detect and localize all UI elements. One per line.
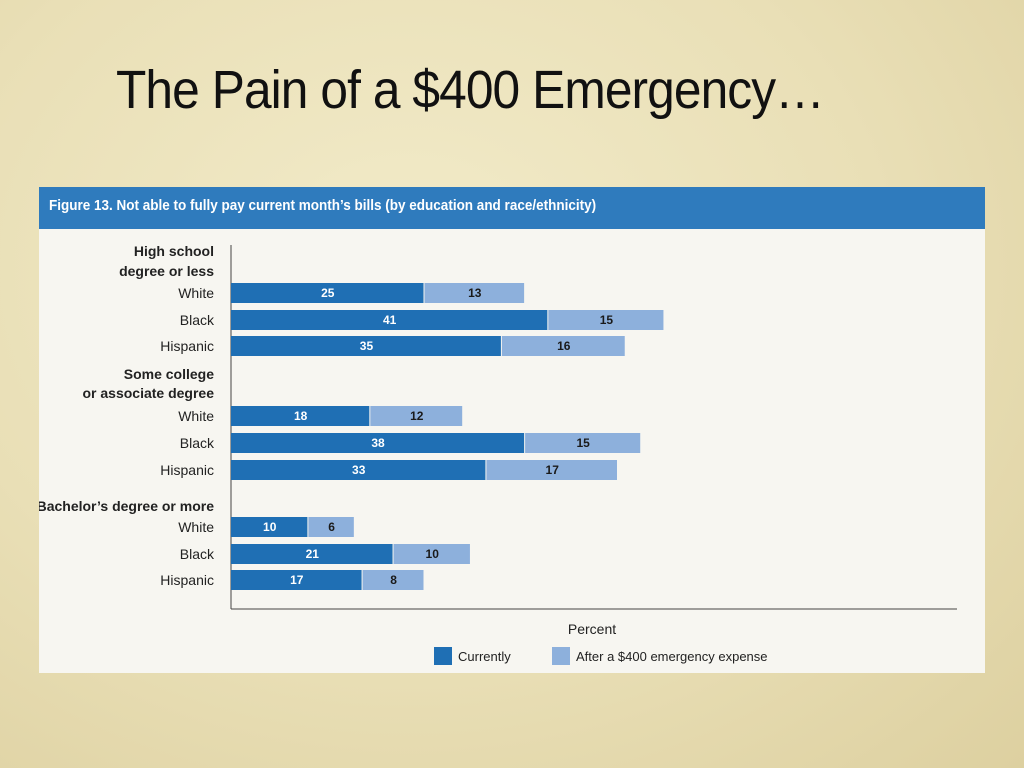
figure-panel: Figure 13. Not able to fully pay current…: [39, 187, 985, 673]
bar-currently: [231, 517, 308, 537]
bar-currently: [231, 310, 548, 330]
category-label: Black: [180, 435, 215, 451]
data-label: 41: [383, 313, 397, 327]
category-label: White: [178, 519, 214, 535]
bar-currently: [231, 406, 370, 426]
bar-after-emergency: [548, 310, 664, 330]
data-label: 15: [600, 313, 614, 327]
bar-chart: High school degree or less White 25 13 Black 4…: [39, 243, 957, 665]
bar-after-emergency: [525, 433, 641, 453]
legend-swatch: [434, 647, 452, 665]
data-label: 33: [352, 463, 366, 477]
data-label: 10: [263, 520, 277, 534]
data-label: 16: [557, 339, 571, 353]
data-label: 8: [390, 573, 397, 587]
slide-title: The Pain of a $400 Emergency…: [116, 60, 825, 120]
data-label: 6: [328, 520, 335, 534]
data-label: 10: [426, 547, 440, 561]
group-label: Bachelor’s degree or more: [39, 498, 214, 514]
category-label: Black: [180, 312, 215, 328]
legend-swatch: [552, 647, 570, 665]
data-label: 25: [321, 286, 335, 300]
bar-after-emergency: [308, 517, 354, 537]
data-label: 17: [546, 463, 560, 477]
data-label: 21: [306, 547, 320, 561]
bar-after-emergency: [362, 570, 424, 590]
bar-currently: [231, 283, 424, 303]
x-axis-label: Percent: [568, 621, 616, 637]
figure-title: Figure 13. Not able to fully pay current…: [49, 197, 597, 214]
data-label: 18: [294, 409, 308, 423]
data-label: 38: [371, 436, 385, 450]
category-label: White: [178, 408, 214, 424]
bar-after-emergency: [424, 283, 525, 303]
group-label: High school: [134, 243, 214, 259]
bar-currently: [231, 460, 486, 480]
category-label: White: [178, 285, 214, 301]
legend-label: After a $400 emergency expense: [576, 649, 768, 664]
category-label: Black: [180, 546, 215, 562]
bar-after-emergency: [370, 406, 463, 426]
group-label: or associate degree: [82, 385, 214, 401]
category-label: Hispanic: [160, 338, 214, 354]
bar-currently: [231, 544, 393, 564]
bar-after-emergency: [393, 544, 470, 564]
category-label: Hispanic: [160, 572, 214, 588]
data-label: 15: [576, 436, 590, 450]
bar-after-emergency: [501, 336, 625, 356]
bar-currently: [231, 433, 525, 453]
category-label: Hispanic: [160, 462, 214, 478]
bar-currently: [231, 336, 501, 356]
data-label: 17: [290, 573, 304, 587]
group-label: degree or less: [119, 263, 214, 279]
group-label: Some college: [124, 366, 214, 382]
data-label: 35: [360, 339, 374, 353]
legend-label: Currently: [458, 649, 511, 664]
data-label: 12: [410, 409, 424, 423]
data-label: 13: [468, 286, 482, 300]
bar-currently: [231, 570, 362, 590]
figure-header: Figure 13. Not able to fully pay current…: [39, 187, 985, 229]
bar-after-emergency: [486, 460, 617, 480]
